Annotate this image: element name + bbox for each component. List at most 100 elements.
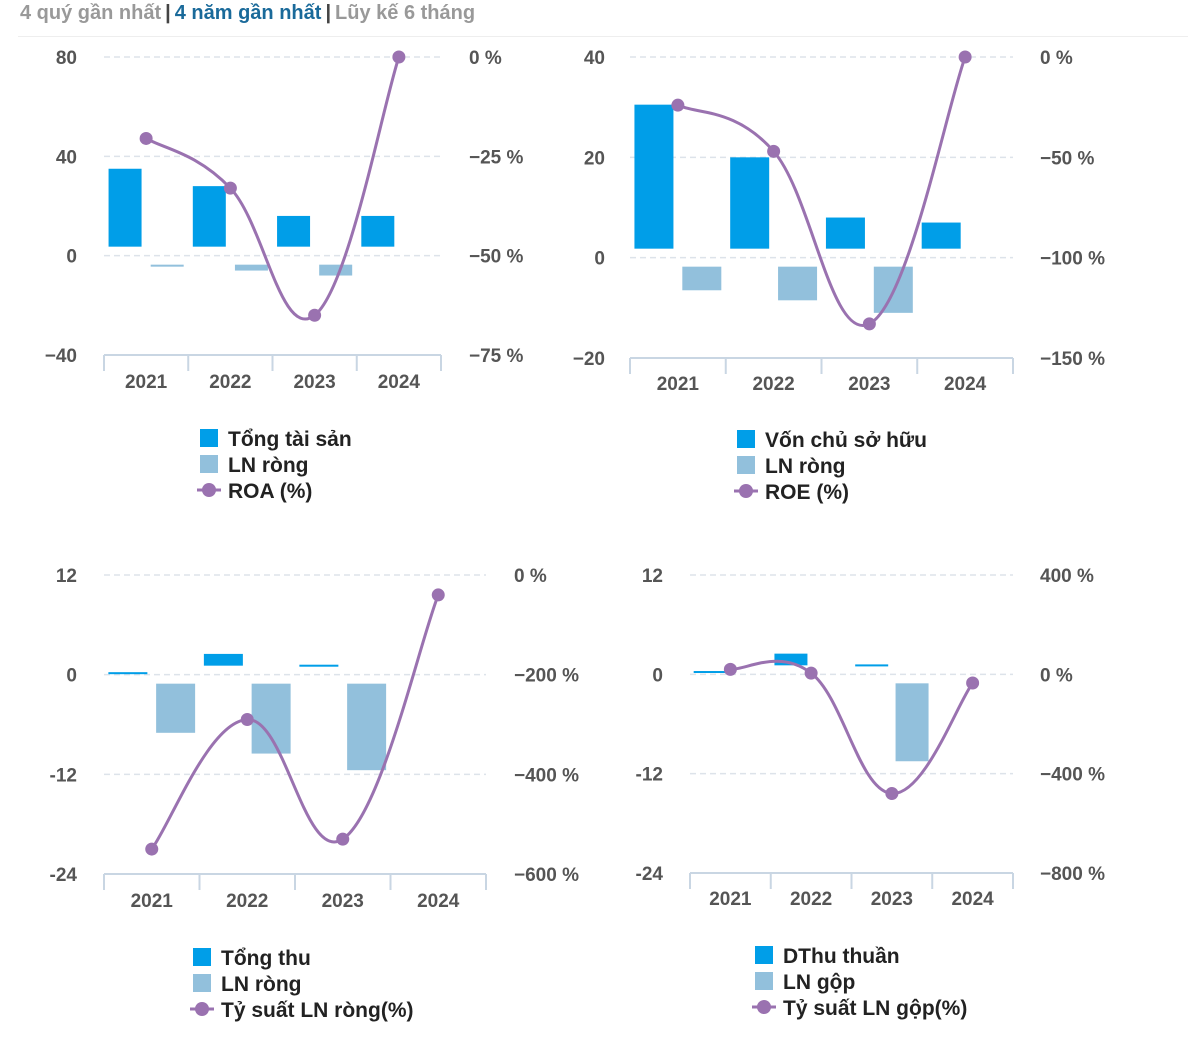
bar-primary[interactable] [203, 653, 243, 666]
ratio-line [677, 56, 967, 327]
legend-label[interactable]: ROA (%) [228, 480, 312, 503]
legend-swatch [755, 972, 773, 990]
right-axis-label: −200 % [514, 666, 579, 687]
tab-4-quarters[interactable]: 4 quý gần nhất [20, 2, 162, 24]
right-axis-label: 0 % [514, 566, 547, 587]
period-tabs: 4 quý gần nhất | 4 năm gần nhất | Lũy kế 6 t… [20, 2, 475, 25]
legend-swatch [737, 456, 755, 474]
legend-swatch [737, 430, 755, 448]
ratio-point[interactable] [804, 666, 818, 680]
right-axis-label: 0 % [1040, 48, 1073, 69]
chart-gross-margin: -24 -12 0 12 −800 % −400 % 0 % 400 % 2021 2022 202… [636, 566, 1106, 1020]
legend-swatch [193, 948, 211, 966]
bar-primary[interactable] [277, 215, 311, 247]
legend-swatch [755, 946, 773, 964]
ratio-point[interactable] [767, 144, 781, 158]
legend-swatch [193, 974, 211, 992]
bar-primary[interactable] [825, 217, 865, 249]
ratio-point[interactable] [240, 713, 254, 727]
ratio-point[interactable] [723, 662, 737, 676]
category-label: 2023 [322, 891, 364, 912]
bar-secondary[interactable] [234, 264, 268, 271]
header-divider [18, 36, 1188, 37]
chart-roa: −40 0 40 80 −75 % −50 % −25 % 0 % 2021 2022 2023 20… [45, 48, 524, 503]
right-axis-label: −25 % [469, 147, 524, 168]
category-label: 2024 [951, 889, 994, 910]
left-axis-label: −40 [45, 346, 77, 367]
right-axis-label: −400 % [514, 765, 579, 786]
right-axis-label: −800 % [1040, 864, 1105, 885]
left-axis-label: 80 [56, 48, 77, 69]
legend-label[interactable]: Tổng thu [221, 947, 311, 970]
legend-label[interactable]: DThu thuần [783, 945, 900, 968]
right-axis-label: −50 % [1040, 148, 1095, 169]
category-label: 2024 [944, 374, 987, 395]
left-axis-label: -24 [50, 865, 78, 886]
legend-marker [739, 484, 753, 498]
bar-primary[interactable] [361, 215, 395, 247]
ratio-point[interactable] [145, 842, 159, 856]
bar-secondary[interactable] [251, 683, 291, 754]
legend-label[interactable]: LN ròng [221, 973, 301, 996]
category-label: 2023 [871, 889, 913, 910]
ratio-line [730, 659, 974, 796]
legend-label[interactable]: LN ròng [228, 454, 308, 477]
legend-label[interactable]: Vốn chủ sở hữu [765, 429, 927, 452]
category-label: 2022 [752, 374, 794, 395]
bar-primary[interactable] [108, 672, 148, 675]
legend-label[interactable]: Tỷ suất LN gộp(%) [783, 997, 967, 1020]
legend-label[interactable]: ROE (%) [765, 481, 849, 504]
ratio-point[interactable] [392, 50, 406, 64]
bar-primary[interactable] [855, 664, 889, 667]
right-axis-label: −75 % [469, 346, 524, 367]
ratio-point[interactable] [431, 588, 445, 602]
ratio-point[interactable] [139, 131, 153, 145]
bar-primary[interactable] [693, 671, 727, 674]
ratio-point[interactable] [308, 308, 322, 322]
bar-primary[interactable] [108, 168, 142, 247]
tab-6-months-cumulative[interactable]: Lũy kế 6 tháng [335, 2, 476, 24]
ratio-point[interactable] [336, 832, 350, 846]
legend-swatch [200, 455, 218, 473]
bar-secondary[interactable] [156, 683, 196, 733]
legend-marker [195, 1002, 209, 1016]
bar-secondary[interactable] [150, 264, 184, 267]
left-axis-label: 12 [56, 566, 77, 587]
right-axis-label: −100 % [1040, 249, 1105, 270]
ratio-point[interactable] [885, 787, 899, 801]
ratio-point[interactable] [223, 181, 237, 195]
legend-marker [757, 1000, 771, 1014]
legend-label[interactable]: Tổng tài sản [228, 428, 352, 451]
legend-label[interactable]: LN gộp [783, 971, 855, 994]
bar-primary[interactable] [921, 222, 961, 249]
category-label: 2022 [226, 891, 268, 912]
ratio-point[interactable] [966, 676, 980, 690]
ratio-point[interactable] [862, 317, 876, 331]
legend-label[interactable]: Tỷ suất LN ròng(%) [221, 999, 414, 1022]
legend-label[interactable]: LN ròng [765, 455, 845, 478]
category-label: 2021 [131, 891, 174, 912]
bar-primary[interactable] [299, 664, 339, 667]
legend-swatch [200, 429, 218, 447]
bar-secondary[interactable] [895, 683, 929, 762]
ratio-point[interactable] [958, 50, 972, 64]
left-axis-label: 0 [66, 666, 77, 687]
bar-primary[interactable] [730, 157, 770, 249]
bar-primary[interactable] [634, 104, 674, 249]
left-axis-label: 40 [584, 48, 605, 69]
left-axis-label: 0 [594, 249, 605, 270]
bar-secondary[interactable] [778, 266, 818, 301]
ratio-point[interactable] [671, 98, 685, 112]
bar-secondary[interactable] [347, 683, 387, 771]
category-label: 2022 [209, 372, 251, 393]
category-label: 2021 [657, 374, 700, 395]
category-label: 2023 [293, 372, 335, 393]
tab-4-years[interactable]: 4 năm gần nhất [174, 2, 322, 24]
bar-primary[interactable] [774, 653, 808, 666]
right-axis-label: −50 % [469, 247, 524, 268]
bar-secondary[interactable] [682, 266, 722, 291]
bar-primary[interactable] [192, 186, 226, 247]
chart-net-margin: -24 -12 0 12 −600 % −400 % −200 % 0 % 2021 2022 20… [50, 566, 580, 1022]
category-label: 2022 [790, 889, 832, 910]
bar-secondary[interactable] [319, 264, 353, 276]
